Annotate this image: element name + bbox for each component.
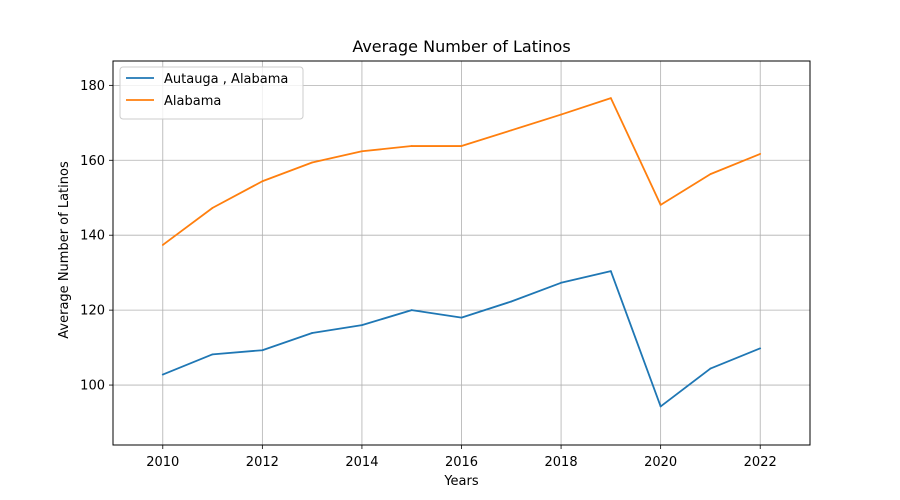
y-tick-label: 180	[80, 79, 105, 94]
data-point	[410, 309, 413, 312]
data-point	[759, 347, 762, 350]
y-tick-label: 160	[80, 154, 105, 169]
x-tick-label: 2012	[246, 455, 279, 470]
data-point	[311, 332, 314, 334]
x-tick-label: 2018	[545, 455, 578, 470]
data-point	[759, 153, 762, 155]
data-point	[659, 203, 662, 206]
data-point	[261, 349, 264, 352]
y-tick-label: 100	[80, 379, 105, 394]
x-axis-label: Years	[443, 474, 479, 489]
data-point	[161, 373, 164, 376]
series-lines	[161, 97, 762, 408]
data-point	[709, 367, 712, 370]
x-tick-label: 2010	[146, 455, 179, 470]
data-point	[361, 150, 363, 153]
data-point	[311, 161, 314, 164]
y-tick-label: 140	[80, 229, 105, 244]
y-tick-label: 120	[80, 304, 105, 319]
legend-label: Alabama	[164, 94, 221, 109]
x-tick-label: 2020	[644, 455, 677, 470]
x-tick-label: 2022	[744, 455, 777, 470]
grid	[113, 61, 810, 445]
legend-label: Autauga , Alabama	[164, 72, 288, 87]
data-point	[161, 244, 164, 246]
data-point	[460, 316, 463, 319]
legend-box	[119, 66, 304, 120]
y-axis-label: Average Number of Latinos	[57, 161, 72, 339]
data-point	[609, 270, 612, 273]
data-point	[211, 206, 214, 209]
data-point	[410, 145, 413, 147]
data-point	[659, 405, 662, 408]
data-point	[460, 145, 463, 147]
x-tick-label: 2016	[445, 455, 478, 470]
chart-title: Average Number of Latinos	[352, 37, 570, 56]
data-point	[609, 97, 612, 99]
y-axis-ticks: 100 120 140 160 180	[80, 79, 113, 394]
x-axis-ticks: 2010 2012 2014 2016 2018 2020 2022	[146, 445, 777, 470]
data-point	[510, 300, 513, 303]
data-point	[709, 173, 712, 176]
data-point	[560, 113, 562, 116]
legend: Autauga , Alabama Alabama	[119, 66, 304, 120]
data-point	[211, 353, 214, 356]
data-point	[361, 324, 363, 327]
data-point	[510, 129, 513, 132]
data-point	[261, 180, 264, 183]
data-point	[560, 281, 562, 284]
x-tick-label: 2014	[345, 455, 378, 470]
